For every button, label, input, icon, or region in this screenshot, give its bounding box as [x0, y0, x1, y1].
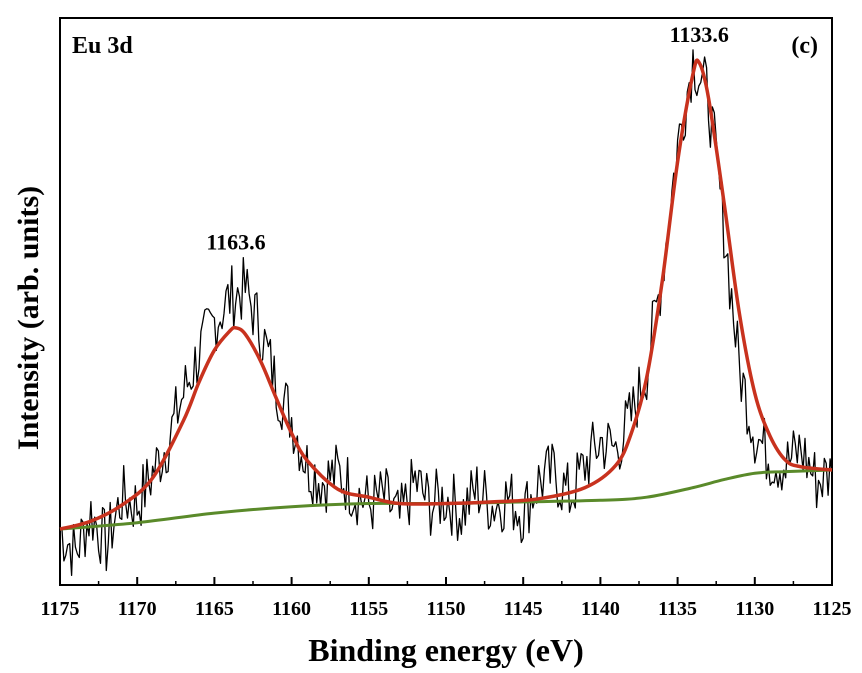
peak-label-1163: 1163.6 — [206, 230, 265, 255]
peak-label-1133: 1133.6 — [670, 22, 729, 47]
series-group — [59, 49, 833, 576]
series-line-background — [59, 468, 833, 531]
x-tick-label-1145: 1145 — [504, 598, 543, 620]
x-ticks: 1175 1170 1165 1160 1155 1150 1145 1140 1135 1130… — [41, 577, 852, 620]
x-tick-label-1155: 1155 — [349, 598, 388, 620]
series-line-noisy-raw — [59, 49, 833, 576]
x-tick-label-1150: 1150 — [427, 598, 466, 620]
x-tick-label-1140: 1140 — [581, 598, 620, 620]
x-tick-label-1175: 1175 — [41, 598, 80, 620]
x-tick-label-1135: 1135 — [658, 598, 697, 620]
x-axis-label: Binding energy (eV) — [308, 632, 584, 668]
x-tick-label-1165: 1165 — [195, 598, 234, 620]
panel-letter: (c) — [791, 33, 818, 59]
series-line-fit — [59, 58, 833, 531]
x-tick-label-1160: 1160 — [272, 598, 311, 620]
x-tick-label-1170: 1170 — [118, 598, 157, 620]
x-tick-label-1130: 1130 — [735, 598, 774, 620]
y-axis-label: Intensity (arb. units) — [12, 186, 45, 450]
x-tick-label-1125: 1125 — [813, 598, 852, 620]
panel-tag: Eu 3d — [72, 33, 133, 59]
plot-frame — [59, 17, 833, 586]
